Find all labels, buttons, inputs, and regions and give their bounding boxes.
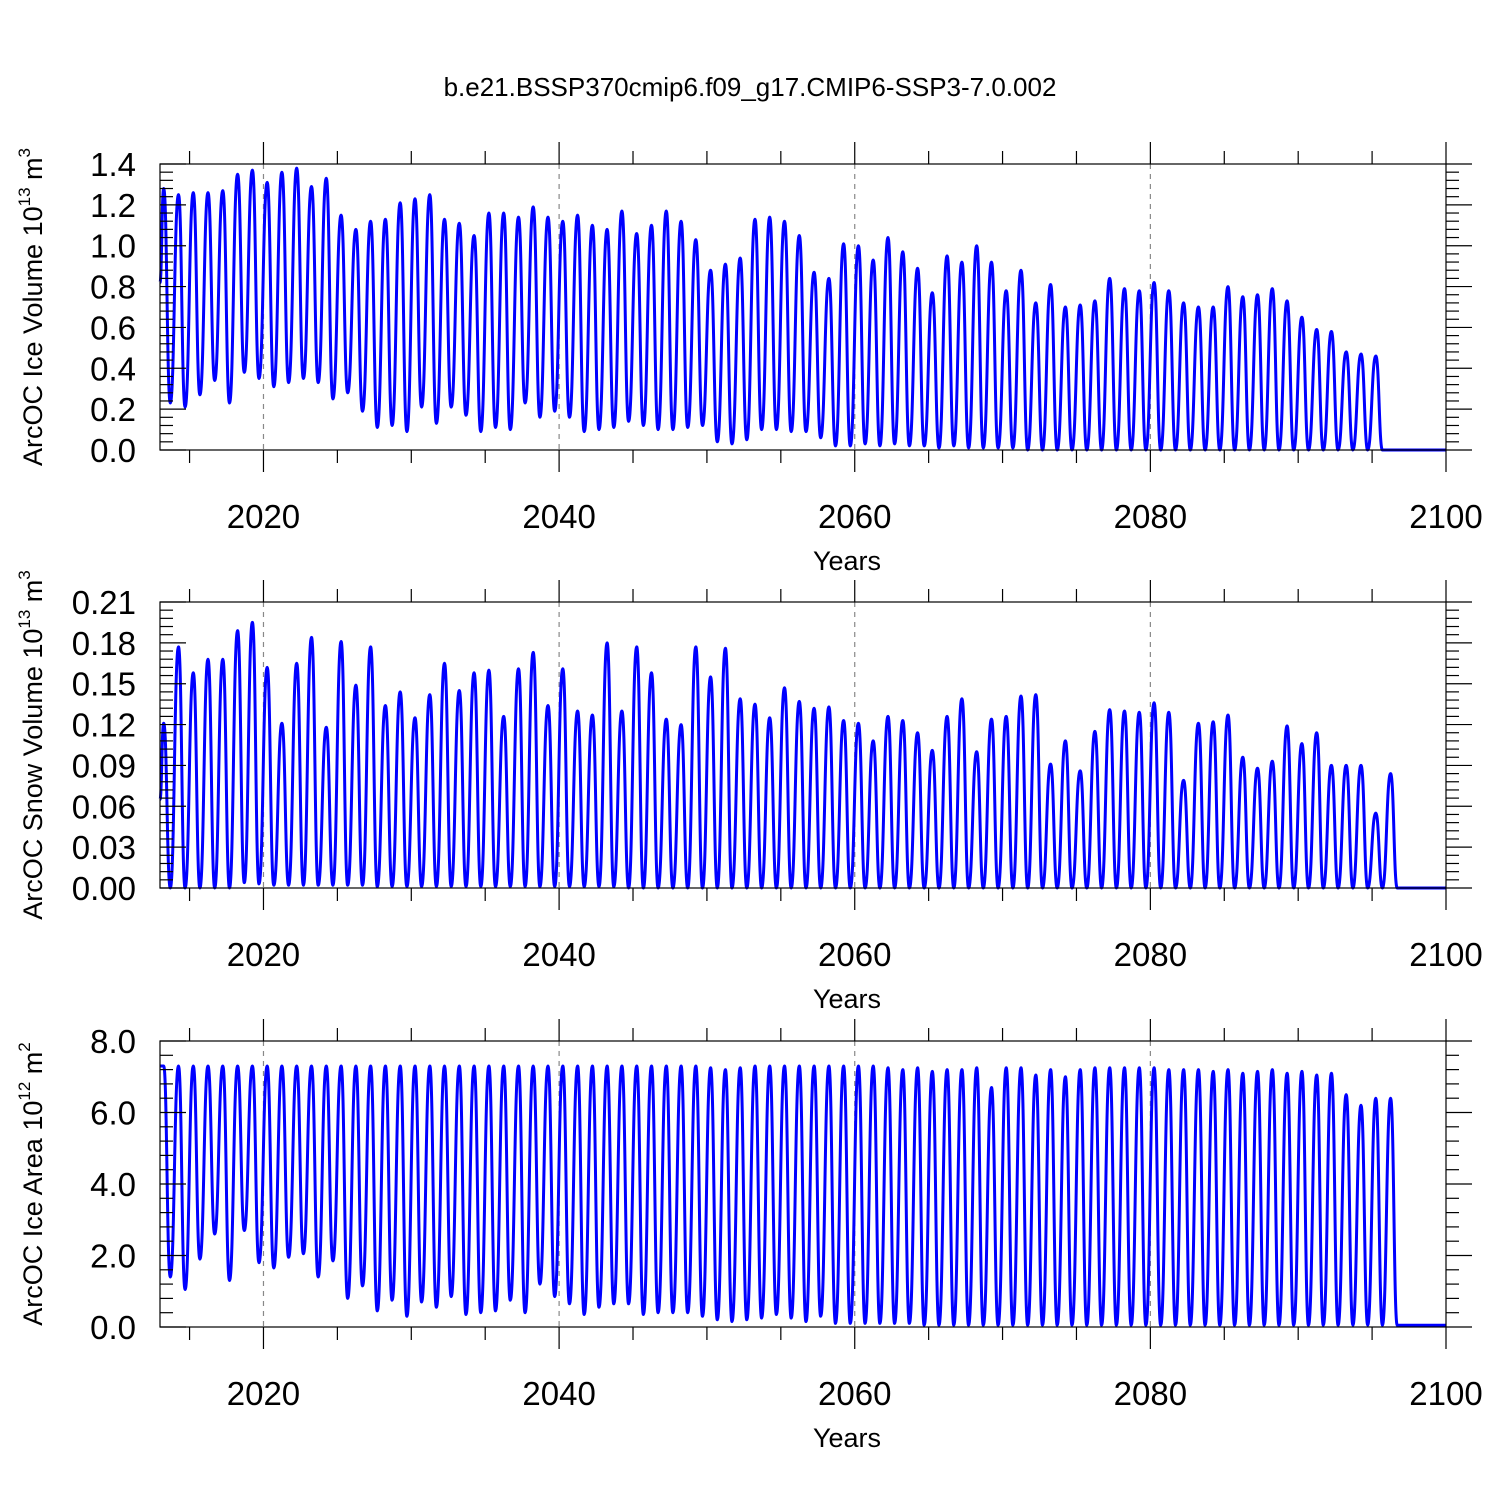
snow-volume-panel: 2020 2040 2060 2080 2100 Years 0.00 0.03 0.06 0.0…: [15, 570, 1483, 1014]
ice-volume-plot-frame: [159, 163, 1447, 451]
ice-area-x-tick-label: 2060: [818, 1375, 891, 1412]
ice-volume-x-tick-label: 2020: [227, 498, 300, 535]
ice-volume-x-tick-label: 2040: [522, 498, 595, 535]
ice-volume-x-tick-label: 2080: [1114, 498, 1187, 535]
ice-area-y-axis-label-part: m: [18, 1052, 48, 1082]
ice-area-x-axis-label: Years: [813, 1423, 881, 1453]
snow-volume-y-axis-label: ArcOC Snow Volume 1013 m3: [15, 570, 48, 920]
snow-volume-y-tick-label: 0.03: [72, 829, 136, 866]
snow-volume-y-axis-label-part: 3: [15, 570, 34, 579]
snow-volume-x-tick-label: 2060: [818, 936, 891, 973]
ice-volume-y-tick-label: 0.8: [90, 269, 136, 306]
snow-volume-x-tick-label: 2080: [1114, 936, 1187, 973]
ice-volume-y-tick-label: 0.0: [90, 432, 136, 469]
ice-volume-y-axis-label-part: m: [18, 157, 48, 187]
ice-area-series-line: [160, 1064, 1446, 1327]
ice-area-y-axis-label-part: ArcOC Ice Area 10: [18, 1101, 48, 1326]
snow-volume-series-line: [158, 620, 1446, 890]
snow-volume-x-tick-label: 2100: [1409, 936, 1482, 973]
snow-volume-y-axis-label-part: m: [18, 580, 48, 610]
snow-volume-y-tick-label: 0.00: [72, 870, 136, 907]
snow-volume-plot-frame: [159, 601, 1447, 889]
ice-volume-y-axis-label-part: 13: [15, 187, 34, 206]
snow-volume-y-tick-label: 0.18: [72, 625, 136, 662]
ice-area-y-tick-label: 4.0: [90, 1166, 136, 1203]
ice-area-y-axis-label-part: 12: [15, 1082, 34, 1101]
ice-volume-x-axis-label: Years: [813, 546, 881, 576]
snow-volume-y-tick-label: 0.09: [72, 747, 136, 784]
snow-volume-x-axis-label: Years: [813, 984, 881, 1014]
ice-volume-y-axis-label: ArcOC Ice Volume 1013 m3: [15, 148, 48, 466]
ice-area-panel: 2020 2040 2060 2080 2100 Years 0.0 2.0 4.0 6.0 8.0…: [15, 1019, 1483, 1453]
ice-area-x-tick-label: 2080: [1114, 1375, 1187, 1412]
snow-volume-x-tick-label: 2040: [522, 936, 595, 973]
snow-volume-y-axis-label-part: ArcOC Snow Volume 10: [18, 629, 48, 920]
ice-area-x-tick-label: 2020: [227, 1375, 300, 1412]
ice-area-x-tick-label: 2040: [522, 1375, 595, 1412]
ice-volume-y-tick-label: 0.4: [90, 350, 136, 387]
ice-area-y-tick-label: 0.0: [90, 1309, 136, 1346]
snow-volume-y-tick-label: 0.12: [72, 707, 136, 744]
ice-volume-x-tick-label: 2100: [1409, 498, 1482, 535]
snow-volume-y-axis-label-part: 13: [15, 610, 34, 629]
snow-volume-y-tick-label: 0.15: [72, 666, 136, 703]
ice-area-y-axis-label: ArcOC Ice Area 1012 m2: [15, 1042, 48, 1326]
snow-volume-y-tick-label: 0.21: [72, 584, 136, 621]
ice-volume-y-axis-label-part: 3: [15, 148, 34, 157]
ice-volume-panel: 2020 2040 2060 2080 2100 Years 0.0 0.2 0.4 0.60.8…: [15, 142, 1483, 576]
snow-volume-x-tick-label: 2020: [227, 936, 300, 973]
snow-volume-y-tick-label: 0.06: [72, 788, 136, 825]
ice-volume-y-axis-label-part: ArcOC Ice Volume 10: [18, 206, 48, 466]
ice-area-y-tick-label: 8.0: [90, 1023, 136, 1060]
ice-volume-x-tick-label: 2060: [818, 498, 891, 535]
chart-title: b.e21.BSSP370cmip6.f09_g17.CMIP6-SSP3-7.…: [444, 72, 1057, 102]
ice-area-y-tick-label: 2.0: [90, 1238, 136, 1275]
ice-volume-y-tick-label: 1.0: [90, 228, 136, 265]
ice-area-x-tick-label: 2100: [1409, 1375, 1482, 1412]
ice-area-y-axis-label-part: 2: [15, 1042, 34, 1051]
ice-volume-series-line: [158, 166, 1446, 452]
ice-volume-y-tick-label: 0.2: [90, 391, 136, 428]
ice-area-y-tick-label: 6.0: [90, 1095, 136, 1132]
ice-volume-y-tick-label: 1.2: [90, 187, 136, 224]
ice-volume-y-tick-label: 0.6: [90, 309, 136, 346]
ice-volume-y-tick-label: 1.4: [90, 146, 136, 183]
